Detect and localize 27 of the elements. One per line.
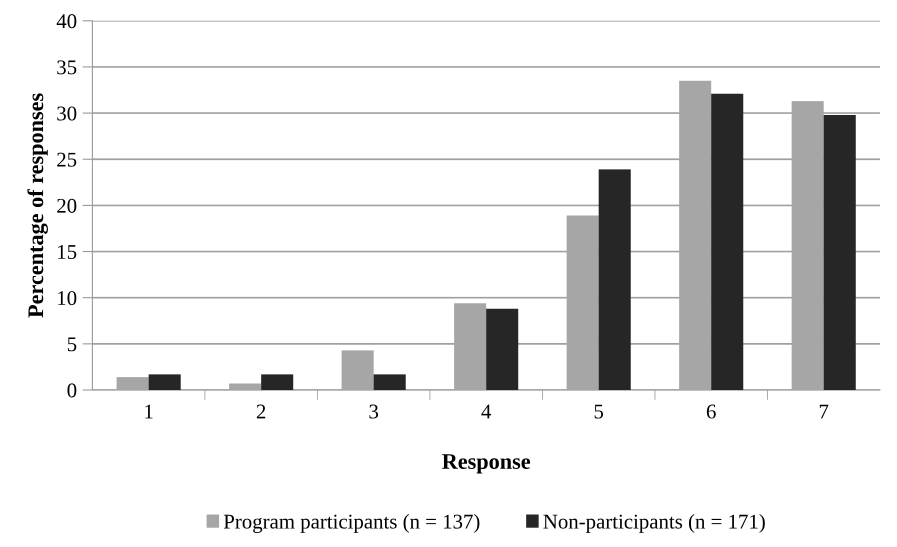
bar — [374, 374, 406, 390]
legend-label: Program participants (n = 137) — [224, 514, 480, 533]
y-tick-label: 10 — [58, 291, 76, 306]
x-tick-label: 2 — [256, 404, 266, 418]
bar — [486, 308, 518, 390]
x-tick-label: 4 — [481, 404, 492, 418]
y-tick-label: 25 — [57, 152, 76, 167]
bar — [148, 374, 181, 390]
bar — [261, 374, 294, 390]
bar — [824, 114, 856, 390]
y-tick-label: 35 — [57, 60, 76, 74]
y-axis-title: Percentage of responses — [27, 93, 48, 318]
y-tick-label: 20 — [57, 198, 76, 213]
y-tick-label: 5 — [68, 337, 76, 352]
x-tick-label: 1 — [145, 404, 153, 418]
y-tick-label: 15 — [58, 245, 76, 259]
legend-label: Non-participants (n = 171) — [543, 514, 765, 533]
y-tick-label: 40 — [56, 14, 76, 28]
x-axis-title: Response — [442, 454, 530, 474]
x-tick-label: 5 — [594, 404, 604, 419]
x-tick-label: 6 — [706, 404, 716, 419]
x-tick-label: 3 — [369, 404, 378, 419]
bar — [711, 94, 744, 390]
y-tick-label: 30 — [57, 106, 76, 121]
x-tick-label: 7 — [820, 404, 828, 418]
bar — [598, 169, 631, 390]
y-tick-label: 0 — [67, 383, 76, 398]
